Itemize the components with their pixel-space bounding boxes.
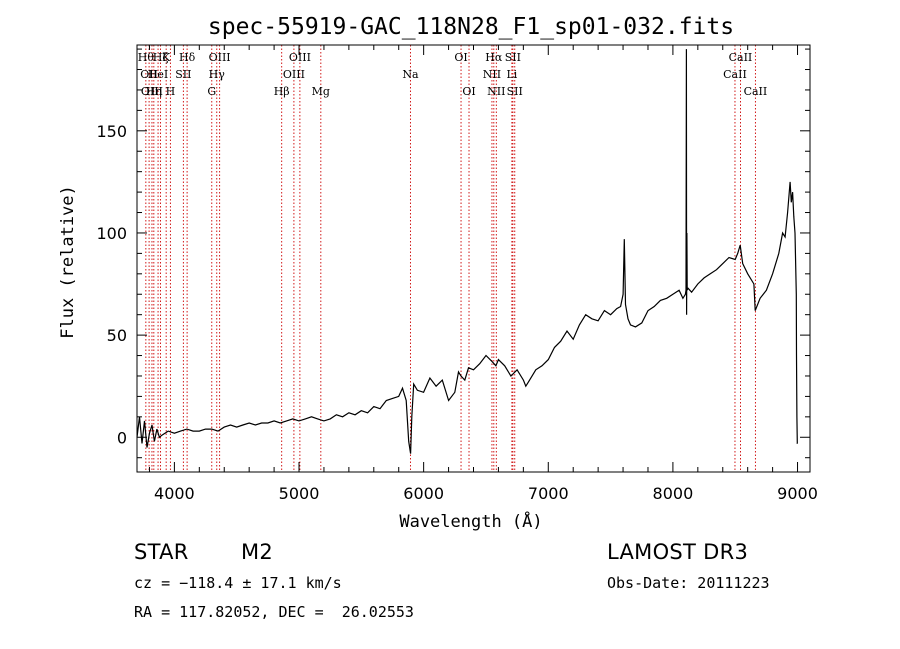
x-tick-label: 8000 (653, 484, 694, 503)
y-axis-label: Flux (relative) (58, 185, 78, 339)
y-tick-label: 0 (117, 428, 127, 447)
line-label-18: OI (454, 51, 467, 64)
line-label-22: NII (487, 85, 505, 98)
redshift-velocity: cz = −118.4 ± 17.1 km/s (134, 574, 342, 592)
line-label-3: Hη (146, 85, 162, 98)
spectrum-line (136, 49, 798, 454)
line-label-27: CaII (729, 51, 753, 64)
y-tick-label: 50 (107, 326, 127, 345)
x-tick-label: 7000 (528, 484, 569, 503)
spectral-line-labels: HθOIIOIIIHηHeIHζKHSIIHδGHγOIIIHβOIIIOIII… (138, 51, 768, 98)
x-tick-label: 9000 (777, 484, 818, 503)
line-label-25: SII (507, 85, 523, 98)
observation-date: Obs-Date: 20111223 (607, 574, 770, 592)
line-label-19: OI (462, 85, 475, 98)
line-label-11: Hγ (209, 68, 226, 81)
x-tick-label: 4000 (154, 484, 195, 503)
object-class: STAR (134, 540, 189, 564)
line-label-24: SII (505, 51, 521, 64)
line-label-1: OII (140, 68, 158, 81)
line-label-17: Na (402, 68, 419, 81)
line-label-8: SII (175, 68, 191, 81)
chart-title: spec-55919-GAC_118N28_F1_sp01-032.fits (208, 14, 734, 40)
line-label-28: CaII (744, 85, 768, 98)
y-tick-label: 150 (96, 122, 127, 141)
line-label-12: OIII (209, 51, 231, 64)
line-label-5: Hζ (153, 51, 169, 64)
line-label-14: OIII (283, 68, 305, 81)
line-label-6: K (162, 51, 171, 64)
line-label-10: G (207, 85, 216, 98)
line-label-26: CaII (723, 68, 747, 81)
y-tick-label: 100 (96, 224, 127, 243)
line-label-20: NII (483, 68, 501, 81)
plot-frame (136, 44, 811, 473)
x-axis-label: Wavelength (Å) (399, 510, 542, 532)
coordinates: RA = 117.82052, DEC = 26.02553 (134, 603, 414, 621)
line-label-9: Hδ (179, 51, 196, 64)
axes-group: 4000 5000 6000 7000 8000 9000 0 50 100 150 (96, 44, 818, 503)
line-label-7: H (166, 85, 176, 98)
line-label-15: OIII (289, 51, 311, 64)
x-tick-label: 6000 (403, 484, 444, 503)
line-label-2: OIII (141, 85, 163, 98)
line-label-13: Hβ (274, 85, 290, 98)
object-subclass: M2 (241, 540, 274, 564)
survey-name: LAMOST DR3 (607, 540, 749, 564)
line-label-21: Hα (485, 51, 503, 64)
line-label-4: HeI (148, 68, 168, 81)
line-label-0: Hθ (138, 51, 155, 64)
spectral-line-markers (145, 45, 756, 472)
x-tick-label: 5000 (279, 484, 320, 503)
line-label-23: Li (506, 68, 517, 81)
line-label-16: Mg (312, 85, 330, 98)
